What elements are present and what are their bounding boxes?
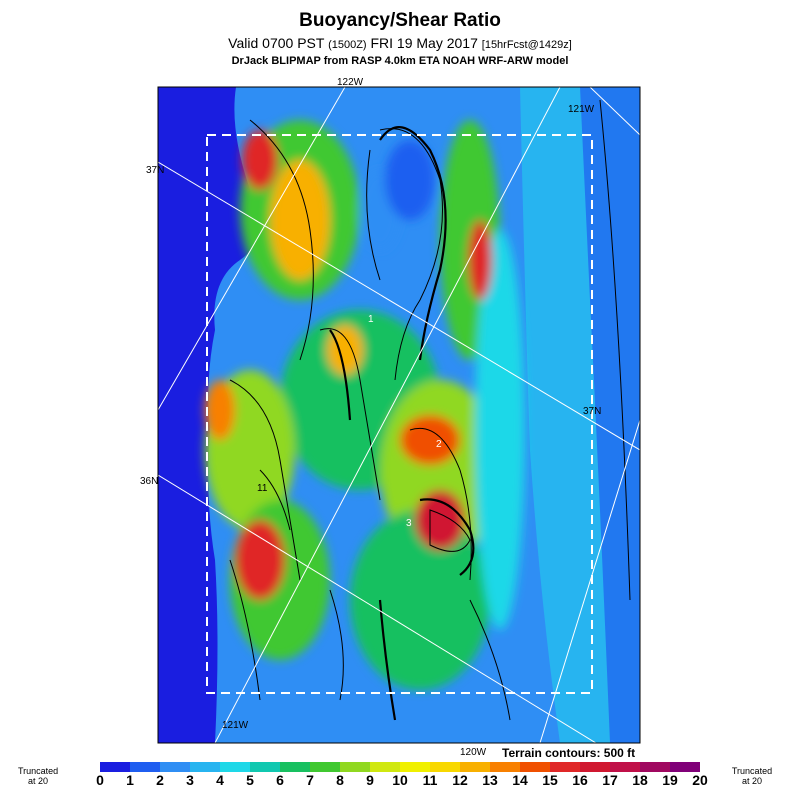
graticule — [158, 87, 640, 743]
legend-tick-label: 12 — [452, 772, 468, 788]
legend-swatch — [130, 762, 160, 772]
legend-tick-label: 17 — [602, 772, 618, 788]
legend-tick-label: 6 — [276, 772, 284, 788]
legend-tick-label: 18 — [632, 772, 648, 788]
legend-tick-label: 19 — [662, 772, 678, 788]
truncated-right-note: Truncated at 20 — [724, 766, 780, 786]
lon-label-121w-bottom: 121W — [222, 720, 249, 731]
legend-swatch — [460, 762, 490, 772]
legend-tick-label: 14 — [512, 772, 528, 788]
legend-swatch — [400, 762, 430, 772]
legend-swatch — [340, 762, 370, 772]
truncated-left-note: Truncated at 20 — [18, 766, 58, 786]
legend-tick-label: 9 — [366, 772, 374, 788]
valid-utc: (1500Z) — [328, 39, 367, 51]
legend-swatch — [520, 762, 550, 772]
lat-label-37n-left: 37N — [146, 165, 164, 176]
terrain-note: Terrain contours: 500 ft — [502, 746, 636, 760]
legend-swatch — [490, 762, 520, 772]
legend-tick-label: 5 — [246, 772, 254, 788]
truncated-left-line1: Truncated — [18, 766, 59, 776]
contour-label-2: 2 — [436, 439, 442, 450]
legend-swatch — [640, 762, 670, 772]
truncated-right-line2: at 20 — [741, 776, 763, 786]
lon-label-121w-top: 121W — [568, 104, 595, 115]
forecast-time: [15hrFcst@1429z] — [481, 39, 572, 51]
legend-swatch — [280, 762, 310, 772]
legend-swatch — [610, 762, 640, 772]
valid-date: FRI 19 May 2017 — [370, 35, 478, 51]
lat-label-37n-right: 37N — [583, 406, 601, 417]
legend-tick-label: 2 — [156, 772, 164, 788]
legend-swatch — [220, 762, 250, 772]
contour-label-11: 11 — [257, 483, 268, 494]
legend-tick-label: 13 — [482, 772, 498, 788]
legend-swatch — [430, 762, 460, 772]
legend-tick-label: 8 — [336, 772, 344, 788]
model-credit: DrJack BLIPMAP from RASP 4.0km ETA NOAH … — [231, 55, 569, 67]
legend-tick-label: 7 — [306, 772, 314, 788]
legend-tick-label: 11 — [422, 772, 438, 788]
truncated-left-line2: at 20 — [27, 776, 49, 786]
terrain-contours — [229, 99, 631, 721]
legend-swatch — [190, 762, 220, 772]
legend-tick-label: 4 — [216, 772, 224, 788]
valid-time: Valid 0700 PST (1500Z) FRI 19 May 2017 [… — [0, 35, 800, 51]
lon-label-122w: 122W — [337, 77, 364, 88]
legend-tick-label: 16 — [572, 772, 588, 788]
legend-swatch — [310, 762, 340, 772]
legend-tick-label: 20 — [692, 772, 708, 788]
lon-label-120w: 120W — [460, 747, 487, 758]
contour-label-3: 3 — [406, 518, 412, 529]
legend-swatch — [580, 762, 610, 772]
legend-swatch — [250, 762, 280, 772]
legend-ticks: 0 1 2 3 4 5 6 7 8 9 10 11 12 13 14 15 16 17 18 19 20 — [96, 772, 708, 788]
map-field — [158, 87, 640, 743]
legend-swatch — [670, 762, 700, 772]
legend-swatch — [160, 762, 190, 772]
legend-tick-label: 3 — [186, 772, 194, 788]
lat-label-36n: 36N — [140, 476, 158, 487]
map-title: Buoyancy/Shear Ratio — [299, 10, 501, 31]
contour-label-1: 1 — [368, 314, 374, 325]
domain-boundary — [206, 134, 593, 694]
legend-tick-label: 1 — [126, 772, 134, 788]
color-legend — [100, 762, 700, 772]
legend-tick-label: 10 — [392, 772, 408, 788]
legend-tick-label: 0 — [96, 772, 104, 788]
valid-prefix: Valid 0700 PST — [228, 35, 325, 51]
legend-tick-label: 15 — [542, 772, 558, 788]
truncated-right-line1: Truncated — [731, 766, 773, 776]
legend-swatch — [370, 762, 400, 772]
legend-swatch — [100, 762, 130, 772]
legend-swatch — [550, 762, 580, 772]
